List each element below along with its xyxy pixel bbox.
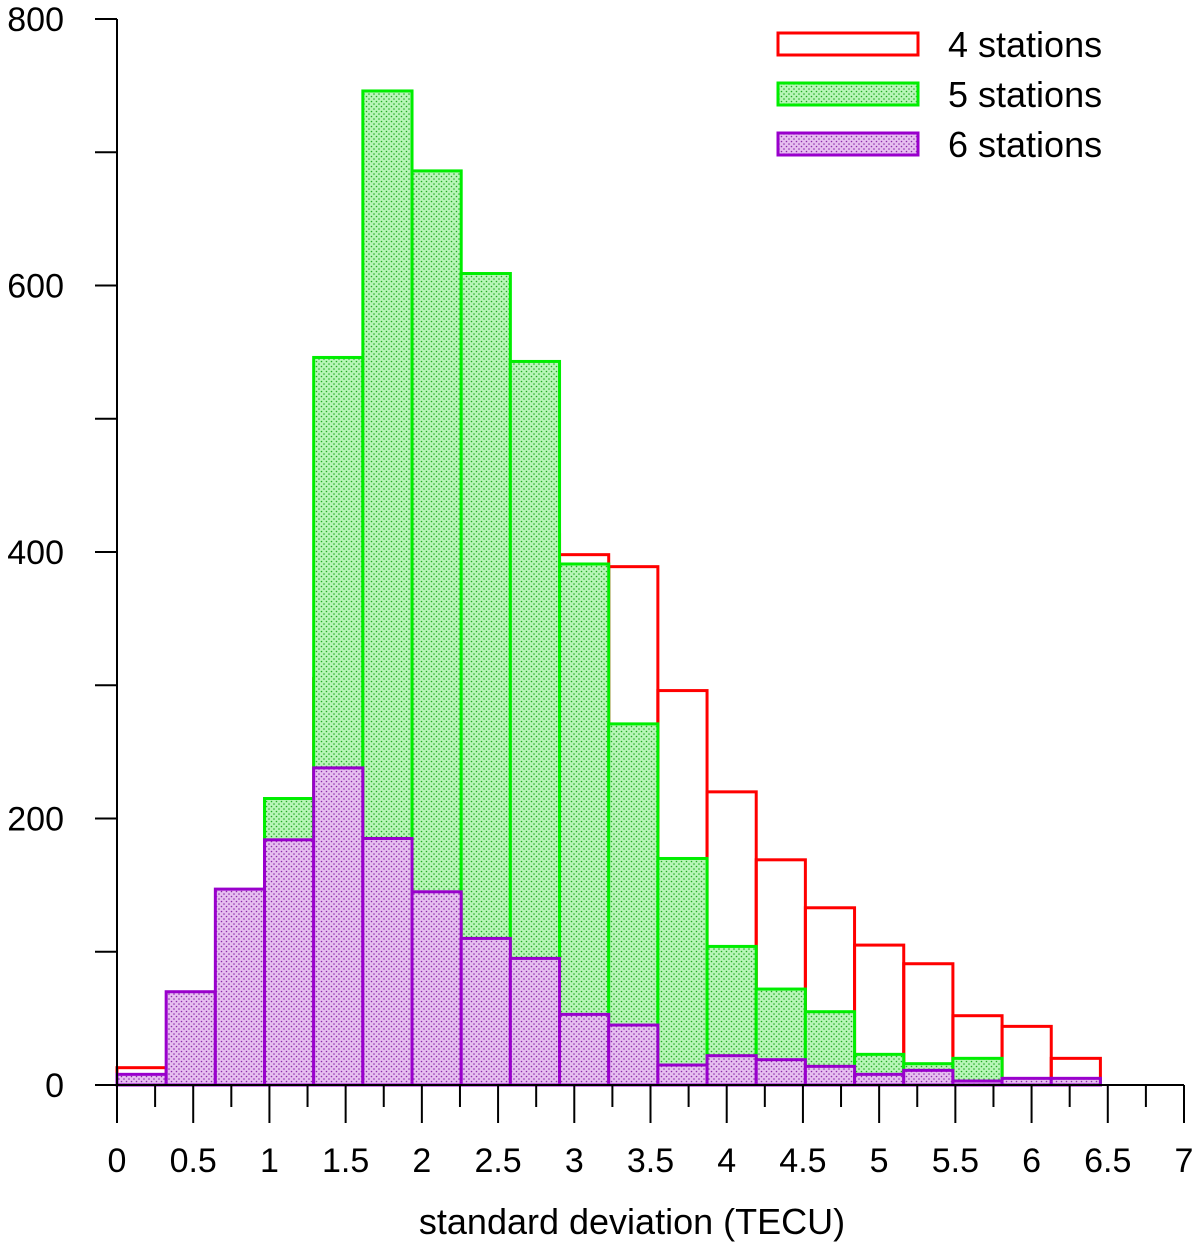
legend-label: 4 stations: [948, 24, 1102, 65]
y-tick-label: 0: [45, 1067, 64, 1105]
axes-layer: 0 200 400 600 800 0 0.5 1 1.5 2 2.5 3 3.5 4 4.5 5 5.5 6 6.…: [7, 1, 1193, 1180]
x-tick-label: 6.5: [1084, 1142, 1131, 1180]
y-tick-label: 400: [7, 534, 64, 572]
bar-6-stations-15: [853, 1072, 906, 1087]
bar-6-stations-2: [213, 887, 267, 1087]
x-tick-label: 5.5: [932, 1142, 979, 1180]
x-tick-label: 0.5: [170, 1142, 217, 1180]
x-tick-label: 2.5: [474, 1142, 521, 1180]
x-tick-label: 5: [870, 1142, 889, 1180]
legend-label: 5 stations: [948, 74, 1102, 115]
bar-6-stations-6: [410, 890, 463, 1087]
bar-6-stations-8: [508, 956, 562, 1087]
legend-item-6-stations: 6 stations: [776, 124, 1102, 165]
x-tick-label: 7: [1175, 1142, 1194, 1180]
bars-layer: [115, 89, 1102, 1087]
x-tick-label: 3: [565, 1142, 584, 1180]
bar-6-stations-12: [705, 1054, 758, 1087]
x-tick-label: 1.5: [322, 1142, 369, 1180]
bar-6-stations-5: [361, 836, 414, 1087]
y-tick-label: 200: [7, 801, 64, 839]
bar-6-stations-3: [263, 838, 316, 1087]
legend-swatch: [776, 31, 920, 57]
legend-label: 6 stations: [948, 124, 1102, 165]
bar-6-stations-10: [607, 1023, 660, 1087]
x-tick-label: 1: [260, 1142, 279, 1180]
series-6-stations: [115, 766, 1102, 1087]
bar-6-stations-13: [754, 1058, 807, 1087]
legend-item-4-stations: 4 stations: [776, 24, 1102, 65]
x-tick-label: 6: [1022, 1142, 1041, 1180]
bar-6-stations-4: [312, 766, 365, 1087]
y-tick-label: 800: [7, 1, 64, 39]
bar-6-stations-11: [656, 1063, 709, 1087]
bar-4-stations-18: [1000, 1024, 1053, 1087]
x-axis-title: standard deviation (TECU): [419, 1201, 845, 1242]
x-tick-label: 4.5: [779, 1142, 826, 1180]
bar-6-stations-9: [558, 1012, 611, 1087]
legend-item-5-stations: 5 stations: [776, 74, 1102, 115]
x-tick-label: 4: [717, 1142, 736, 1180]
legend-swatch: [776, 131, 920, 157]
x-tick-label: 0: [108, 1142, 127, 1180]
bar-5-stations-11: [656, 856, 709, 1087]
bar-6-stations-16: [902, 1068, 955, 1087]
x-tick-label: 3.5: [627, 1142, 674, 1180]
x-tick-label: 2: [412, 1142, 431, 1180]
bar-6-stations-0: [115, 1072, 168, 1087]
legend-swatch: [776, 81, 920, 107]
bar-6-stations-1: [164, 990, 217, 1087]
legend: 4 stations 5 stations 6 stations: [776, 24, 1102, 165]
y-tick-label: 600: [7, 268, 64, 306]
bar-5-stations-9: [558, 562, 611, 1087]
bar-6-stations-14: [803, 1064, 857, 1087]
bar-6-stations-7: [459, 936, 512, 1087]
